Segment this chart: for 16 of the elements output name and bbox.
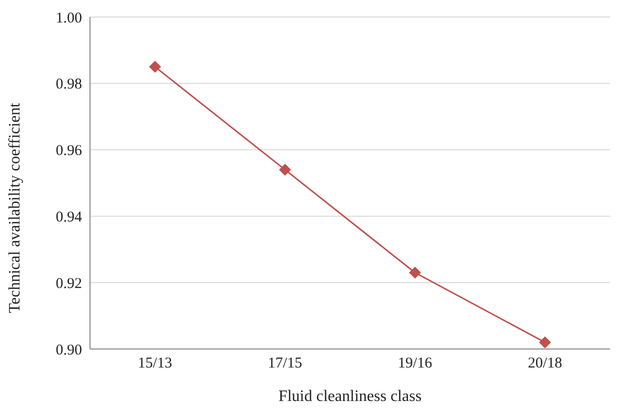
y-tick-label: 0.94 xyxy=(56,210,82,226)
point xyxy=(409,266,421,279)
y-tick-label: 0.92 xyxy=(56,276,82,292)
y-tick-label: 0.96 xyxy=(56,143,82,160)
x-tick-label: 15/13 xyxy=(138,356,172,372)
point xyxy=(279,164,291,176)
x-tick-label: 20/18 xyxy=(528,356,562,372)
y-tick-label: 0.90 xyxy=(56,342,82,358)
x-axis-title: Fluid cleanliness class xyxy=(278,388,422,405)
point xyxy=(149,60,161,73)
y-tick-label: 0.98 xyxy=(56,76,82,93)
x-tick-label: 19/16 xyxy=(398,356,433,372)
point xyxy=(539,336,551,348)
x-tick-label: 17/15 xyxy=(268,356,302,372)
y-axis-title: Technical availability coefficient xyxy=(6,102,24,313)
y-tick-label: 1.00 xyxy=(56,10,82,26)
